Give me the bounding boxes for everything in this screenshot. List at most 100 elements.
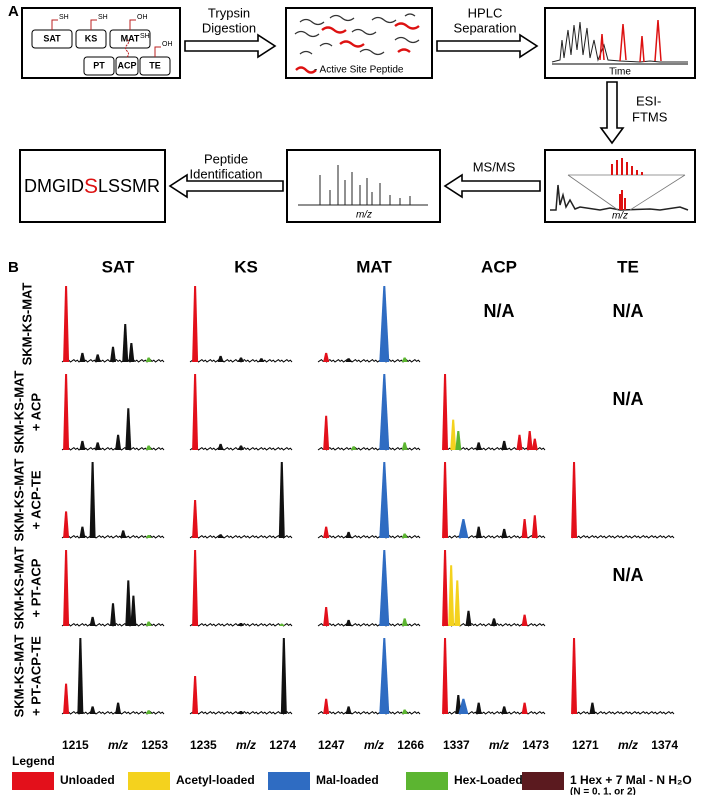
- domain-label: KS: [85, 33, 98, 43]
- spectrum-peak: [323, 352, 330, 362]
- spectrum-peak: [521, 702, 528, 714]
- spectrum-peak: [89, 706, 96, 714]
- legend-label: Mal-loaded: [316, 773, 379, 787]
- chromatogram-peaks: [599, 19, 662, 63]
- axis-label: m/z: [108, 738, 128, 752]
- ms-spectrum: [550, 184, 689, 211]
- spectrum-peak: [63, 511, 70, 538]
- panel-a: A SAT KS MAT PT ACP TE SH SH OH SH OH Tr…: [8, 3, 696, 223]
- row-label: SKM-KS-MAT: [11, 635, 26, 718]
- spectrum-peak: [238, 357, 244, 362]
- spectrum-peak: [401, 357, 408, 362]
- not-available: N/A: [484, 301, 515, 321]
- spectrum-peak: [501, 528, 508, 538]
- sequence-part: LSSMR: [98, 176, 160, 196]
- spectrum-peak: [475, 442, 482, 450]
- spectrum-peak: [217, 534, 224, 538]
- linker: [125, 38, 129, 58]
- spectrum-peak: [79, 440, 86, 450]
- spectrum-peak: [379, 374, 390, 450]
- spectrum-peak: [63, 286, 70, 362]
- arrow: [436, 33, 539, 59]
- spectrum-peak: [450, 419, 457, 450]
- domain: [83, 56, 115, 76]
- spectrum-peak: [192, 500, 199, 538]
- spectrum-peak: [115, 434, 122, 450]
- spectrum-peak: [110, 346, 116, 362]
- axis-label: m/z: [356, 210, 372, 221]
- spectrum-peak: [458, 519, 469, 538]
- spectrum-peak: [379, 638, 390, 714]
- legend-swatch: [128, 772, 170, 790]
- thiol: SH: [140, 33, 150, 40]
- spectrum-peak: [379, 462, 390, 538]
- spectrum-peak: [323, 526, 330, 538]
- spectrum-peak: [475, 702, 482, 714]
- peptide-box: [285, 7, 433, 79]
- axis-start: 1337: [443, 738, 470, 752]
- spectrum-peak: [192, 676, 199, 714]
- sequence: DMGIDSLSSMR: [24, 175, 160, 198]
- row-label: + PT-ACP-TE: [28, 636, 43, 716]
- spectrum-peak: [238, 710, 244, 714]
- spectrum-peak: [128, 343, 135, 362]
- spectrum-peak: [442, 374, 449, 450]
- spectrum-peak: [491, 618, 497, 626]
- spectrum-peak: [350, 446, 357, 450]
- spectrum-peak: [501, 706, 508, 714]
- isotope-peaks: [611, 158, 643, 175]
- spectrum-peak: [89, 616, 96, 626]
- thiol: OH: [162, 41, 173, 48]
- spectrum-peak: [526, 431, 533, 450]
- spectrum-peak: [89, 462, 96, 538]
- spectrum-peak: [94, 442, 101, 450]
- axis-end: 1374: [651, 738, 678, 752]
- column-header: MAT: [356, 257, 392, 276]
- spectrum-peak: [442, 462, 449, 538]
- spectrum-peak: [280, 638, 287, 714]
- legend-label: Acetyl-loaded: [176, 773, 255, 787]
- baseline-noise: [442, 534, 546, 539]
- spectrum-peak: [238, 445, 244, 450]
- legend-title: Legend: [12, 754, 55, 768]
- spectrum-peak: [278, 462, 285, 538]
- spectrum-peak: [79, 526, 86, 538]
- not-available: N/A: [613, 565, 644, 585]
- spectrum-peak: [571, 638, 578, 714]
- sequence-part: DMGID: [24, 176, 84, 196]
- spectrum-peak: [77, 638, 84, 714]
- spectrum-peak: [521, 614, 528, 626]
- spectrum-peak: [589, 702, 596, 714]
- step-label: Separation: [454, 20, 517, 35]
- spectrum-peak: [145, 621, 152, 626]
- axis-start: 1271: [572, 738, 599, 752]
- spectrum-peak: [115, 702, 122, 714]
- domain-label: ACP: [117, 60, 136, 70]
- axis-label: Time: [609, 67, 631, 78]
- domain-label: MAT: [121, 33, 140, 43]
- spectrum-peak: [145, 357, 152, 362]
- spectrum-peak: [238, 622, 244, 626]
- sequence-box: [19, 149, 166, 223]
- spectrum-peak: [401, 709, 408, 714]
- spectrum-peak: [130, 595, 137, 626]
- row-label: + PT-ACP: [28, 558, 43, 617]
- peptides: [294, 13, 420, 74]
- chromatogram: [551, 21, 688, 63]
- row-label: + ACP-TE: [28, 470, 43, 529]
- spectrum-peak: [401, 618, 408, 626]
- step-label: Peptide: [204, 151, 248, 166]
- spectrum-peak: [442, 638, 449, 714]
- baseline-noise: [189, 534, 293, 539]
- spectrum-peak: [345, 706, 352, 714]
- spectrum-peak: [448, 565, 455, 626]
- axis-label: m/z: [612, 211, 628, 222]
- row-label: + ACP: [28, 393, 43, 431]
- legend: Legend Unloaded Acetyl-loaded Mal-loaded Hex…: [12, 754, 692, 795]
- spectrum-peak: [145, 534, 152, 538]
- legend-swatch: [522, 772, 564, 790]
- spectrum-peak: [125, 580, 132, 626]
- spectrum-peak: [63, 374, 70, 450]
- legend-label: 1 Hex + 7 Mal - N H₂O: [570, 773, 692, 787]
- spectrum-peak: [192, 550, 199, 626]
